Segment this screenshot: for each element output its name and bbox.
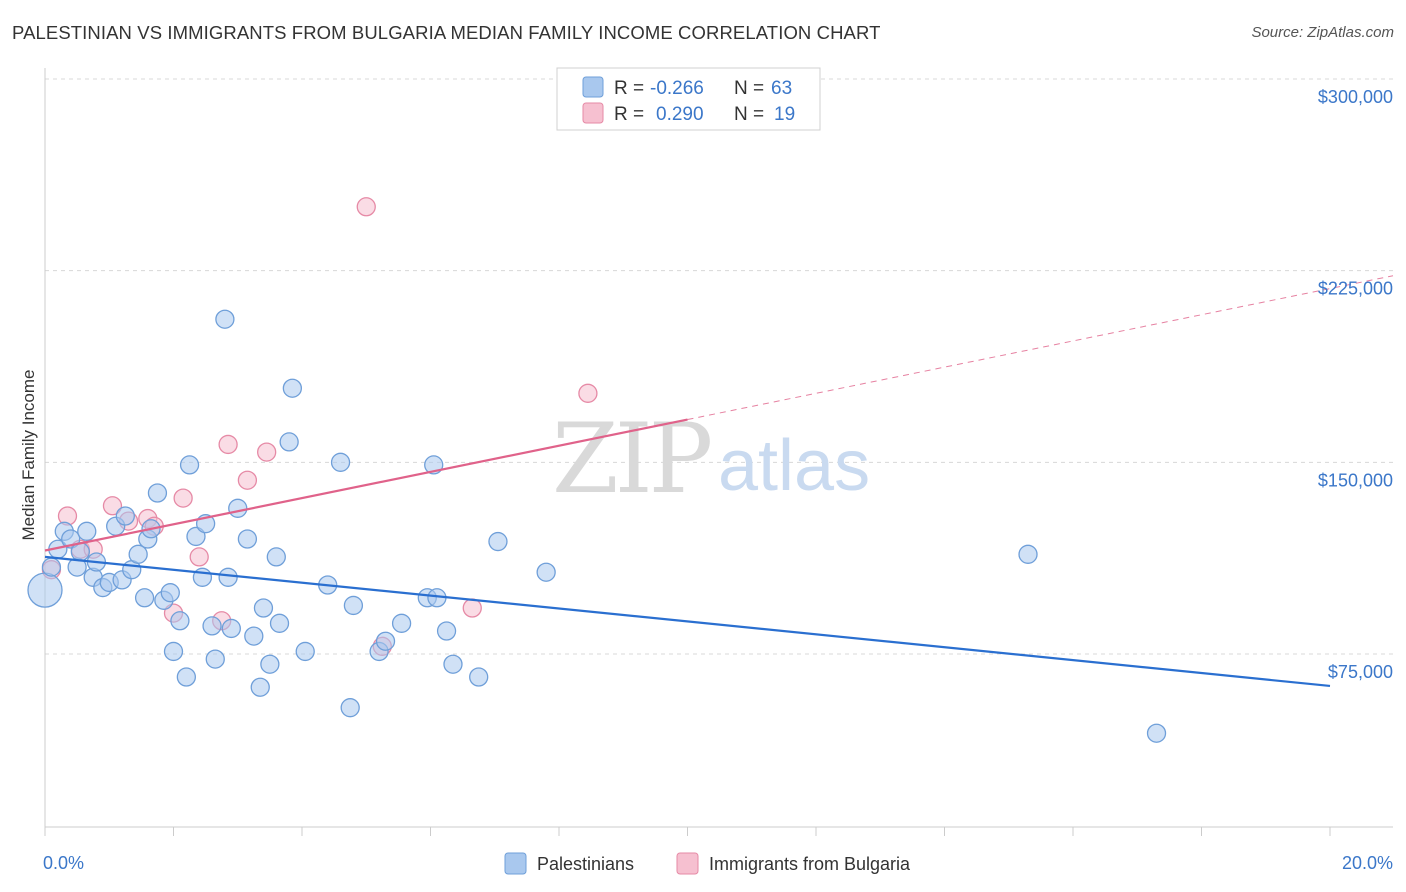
data-point — [260, 654, 280, 674]
data-point — [179, 455, 200, 475]
data-point — [134, 588, 155, 608]
data-point — [462, 598, 482, 618]
legend-r-label: R = — [614, 78, 644, 99]
data-point — [250, 677, 270, 697]
legend-swatch-bulgaria — [582, 102, 604, 124]
source-label: Source: ZipAtlas.com — [1251, 24, 1394, 41]
data-point — [266, 547, 286, 567]
axes — [44, 68, 1393, 836]
data-point — [253, 598, 274, 618]
data-point — [215, 309, 235, 329]
data-point — [173, 488, 193, 508]
bottom-legend: Palestinians Immigrants from Bulgaria — [504, 852, 911, 875]
data-point — [205, 649, 225, 669]
x-tick-labels: 0.0% 20.0% — [43, 853, 1393, 873]
data-point — [536, 562, 556, 582]
chart-title: PALESTINIAN VS IMMIGRANTS FROM BULGARIA … — [12, 22, 881, 43]
bottom-legend-swatch-palestinians — [504, 852, 527, 875]
trend-line-bulgaria-extension — [687, 275, 1394, 421]
data-point — [77, 521, 97, 541]
data-point — [237, 470, 258, 490]
y-tick-label: $225,000 — [1318, 279, 1393, 299]
trend-line-bulgaria — [44, 418, 688, 552]
data-point — [356, 197, 376, 217]
gridlines — [45, 78, 1393, 655]
bottom-legend-label-palestinians: Palestinians — [537, 854, 634, 874]
data-point — [244, 626, 264, 646]
data-point — [279, 432, 299, 452]
data-point — [218, 434, 238, 455]
y-tick-label: $300,000 — [1318, 87, 1393, 107]
data-point — [41, 557, 62, 577]
trend-line-palestinians — [44, 555, 1331, 688]
data-point — [160, 583, 180, 603]
data-point — [340, 698, 360, 718]
watermark-atlas: atlas — [718, 426, 870, 506]
y-axis-title: Median Family Income — [19, 369, 38, 540]
data-point — [443, 654, 463, 674]
data-point — [189, 547, 209, 567]
data-point — [115, 506, 135, 526]
legend-n-value: 63 — [771, 78, 792, 99]
data-point — [128, 544, 148, 564]
data-point — [176, 667, 197, 687]
data-point — [295, 641, 315, 662]
legend-r-value: -0.266 — [650, 78, 704, 99]
data-point — [27, 572, 63, 608]
data-point — [1018, 544, 1038, 564]
data-point — [102, 496, 123, 516]
legend-swatch-palestinians — [582, 76, 604, 98]
data-point — [228, 498, 248, 518]
data-point — [269, 613, 290, 633]
watermark: ZIP atlas — [552, 403, 870, 515]
data-point — [343, 595, 364, 616]
legend-n-label: N = — [734, 104, 764, 125]
data-point — [330, 452, 351, 472]
x-tick-label: 20.0% — [1342, 853, 1393, 873]
data-point — [469, 667, 489, 687]
x-tick-label: 0.0% — [43, 853, 84, 873]
data-point — [237, 529, 258, 549]
data-point — [1146, 723, 1167, 743]
data-point — [218, 567, 238, 587]
legend-n-label: N = — [734, 78, 764, 99]
legend-n-value: 19 — [774, 104, 795, 125]
y-tick-label: $75,000 — [1328, 662, 1393, 682]
data-point — [257, 442, 277, 462]
data-point — [578, 383, 598, 403]
data-point — [391, 613, 412, 633]
data-point — [147, 483, 168, 503]
legend: R = -0.266 N = 63 R = 0.290 N = 19 — [556, 67, 821, 131]
bottom-legend-swatch-bulgaria — [676, 852, 699, 875]
y-tick-label: $150,000 — [1318, 470, 1393, 490]
data-point — [186, 526, 206, 547]
data-point — [282, 378, 303, 398]
legend-r-value: 0.290 — [656, 104, 704, 125]
data-point — [163, 641, 184, 662]
legend-r-label: R = — [614, 104, 644, 125]
data-point — [488, 531, 508, 552]
series-palestinians-points — [27, 309, 1167, 743]
data-point — [202, 616, 222, 636]
data-point — [170, 611, 190, 631]
data-point — [375, 631, 396, 651]
trend-lines — [44, 275, 1394, 688]
y-tick-labels: $75,000 $150,000 $225,000 $300,000 — [1318, 87, 1393, 682]
bottom-legend-label-bulgaria: Immigrants from Bulgaria — [709, 854, 911, 874]
data-point — [221, 618, 241, 639]
watermark-zip: ZIP — [552, 403, 711, 515]
data-point — [436, 621, 457, 641]
